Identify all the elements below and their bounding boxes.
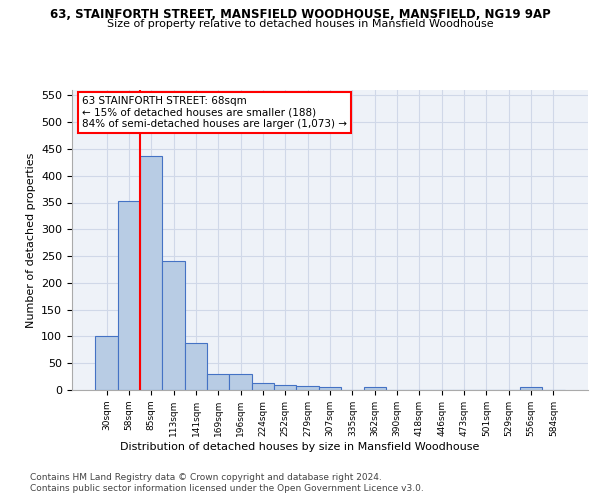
Bar — [274, 385, 296, 390]
Bar — [163, 261, 185, 390]
Bar — [185, 343, 207, 390]
Bar — [296, 386, 319, 390]
Bar — [364, 387, 386, 390]
Bar — [140, 156, 163, 390]
Text: Contains HM Land Registry data © Crown copyright and database right 2024.: Contains HM Land Registry data © Crown c… — [30, 472, 382, 482]
Bar — [95, 336, 118, 390]
Text: 63 STAINFORTH STREET: 68sqm
← 15% of detached houses are smaller (188)
84% of se: 63 STAINFORTH STREET: 68sqm ← 15% of det… — [82, 96, 347, 129]
Bar — [520, 387, 542, 390]
Text: 63, STAINFORTH STREET, MANSFIELD WOODHOUSE, MANSFIELD, NG19 9AP: 63, STAINFORTH STREET, MANSFIELD WOODHOU… — [50, 8, 550, 20]
Bar — [118, 201, 140, 390]
Bar — [319, 387, 341, 390]
Text: Contains public sector information licensed under the Open Government Licence v3: Contains public sector information licen… — [30, 484, 424, 493]
Bar — [252, 382, 274, 390]
Bar — [229, 374, 252, 390]
Y-axis label: Number of detached properties: Number of detached properties — [26, 152, 35, 328]
Text: Size of property relative to detached houses in Mansfield Woodhouse: Size of property relative to detached ho… — [107, 19, 493, 29]
Text: Distribution of detached houses by size in Mansfield Woodhouse: Distribution of detached houses by size … — [121, 442, 479, 452]
Bar — [207, 374, 229, 390]
